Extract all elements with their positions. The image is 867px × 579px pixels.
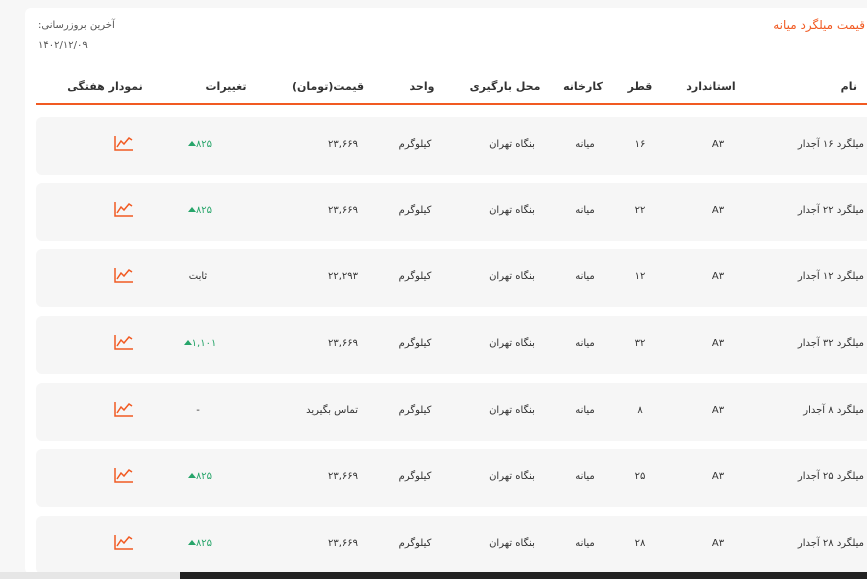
last-update: آخرین بروزرسانی: ۱۴۰۲/۱۲/۰۹ xyxy=(38,16,115,56)
name-cell: میلگرد ۱۲ آجدار xyxy=(797,271,864,282)
diameter-cell: ۲۲ xyxy=(634,205,646,216)
line-chart-icon[interactable] xyxy=(114,334,134,350)
change-value: ۸۲۵ xyxy=(195,538,213,549)
name-cell: میلگرد ۱۶ آجدار xyxy=(797,139,864,150)
change-value: ۸۲۵ xyxy=(195,139,213,150)
price-cell: ۲۳,۶۶۹ xyxy=(327,139,358,150)
factory-cell: میانه xyxy=(575,471,595,482)
line-chart-icon[interactable] xyxy=(114,267,134,283)
price-cell: ۲۳,۶۶۹ xyxy=(327,471,358,482)
change-value: ۸۲۵ xyxy=(195,471,213,482)
change-value: ۸۲۵ xyxy=(195,205,213,216)
table-row: میلگرد ۲۲ آجدار A۳ ۲۲ میانه بنگاه تهران کیلوگ… xyxy=(36,183,867,241)
name-cell: میلگرد ۲۸ آجدار xyxy=(797,538,864,549)
change-value: ۱,۱۰۱ xyxy=(191,338,217,349)
name-cell: میلگرد ۲۵ آجدار xyxy=(797,471,864,482)
location-cell: بنگاه تهران xyxy=(489,205,535,216)
change-cell: ۸۲۵ xyxy=(138,471,258,482)
diameter-cell: ۲۸ xyxy=(634,538,646,549)
location-cell: بنگاه تهران xyxy=(489,139,535,150)
change-cell: ۸۲۵ xyxy=(138,205,258,216)
diameter-cell: ۳۲ xyxy=(634,338,646,349)
change-cell: ۸۲۵ xyxy=(138,139,258,150)
change-cell: ۸۲۵ xyxy=(138,538,258,549)
arrow-up-icon xyxy=(187,141,196,146)
location-cell: بنگاه تهران xyxy=(489,405,535,416)
unit-cell: کیلوگرم xyxy=(398,271,432,282)
standard-cell: A۳ xyxy=(711,538,725,549)
last-update-label: آخرین بروزرسانی: xyxy=(38,20,115,31)
table-row: میلگرد ۱۲ آجدار A۳ ۱۲ میانه بنگاه تهران کیلوگ… xyxy=(36,249,867,307)
table-row: میلگرد ۳۲ آجدار A۳ ۳۲ میانه بنگاه تهران کیلوگ… xyxy=(36,316,867,374)
factory-cell: میانه xyxy=(575,139,595,150)
name-cell: میلگرد ۳۲ آجدار xyxy=(797,338,864,349)
line-chart-icon[interactable] xyxy=(114,534,134,550)
location-cell: بنگاه تهران xyxy=(489,471,535,482)
name-cell: میلگرد ۸ آجدار xyxy=(803,405,864,416)
price-cell: ۲۳,۶۶۹ xyxy=(327,538,358,549)
last-update-date: ۱۴۰۲/۱۲/۰۹ xyxy=(38,40,88,51)
header-location: محل بارگیری xyxy=(469,80,541,93)
table-row: میلگرد ۲۸ آجدار A۳ ۲۸ میانه بنگاه تهران کیلوگ… xyxy=(36,516,867,574)
diameter-cell: ۲۵ xyxy=(634,471,646,482)
header-unit: واحد xyxy=(409,80,435,93)
taskbar xyxy=(180,572,867,579)
table-row: میلگرد ۲۵ آجدار A۳ ۲۵ میانه بنگاه تهران کیلوگ… xyxy=(36,449,867,507)
arrow-up-icon xyxy=(187,540,196,545)
price-cell: ۲۳,۶۶۹ xyxy=(327,338,358,349)
diameter-cell: ۱۶ xyxy=(634,139,646,150)
price-cell: تماس بگیرید xyxy=(306,405,358,416)
arrow-up-icon xyxy=(187,473,196,478)
table-row: میلگرد ۸ آجدار A۳ ۸ میانه بنگاه تهران کیلوگرم… xyxy=(36,383,867,441)
standard-cell: A۳ xyxy=(711,405,725,416)
factory-cell: میانه xyxy=(575,271,595,282)
line-chart-icon[interactable] xyxy=(114,201,134,217)
price-cell: ۲۳,۶۶۹ xyxy=(327,205,358,216)
factory-cell: میانه xyxy=(575,338,595,349)
standard-cell: A۳ xyxy=(711,139,725,150)
price-cell: ۲۲,۲۹۳ xyxy=(327,271,358,282)
factory-cell: میانه xyxy=(575,538,595,549)
location-cell: بنگاه تهران xyxy=(489,271,535,282)
header-diameter: قطر xyxy=(627,80,653,93)
change-cell: ثابت xyxy=(188,271,208,282)
arrow-up-icon xyxy=(183,340,192,345)
line-chart-icon[interactable] xyxy=(114,467,134,483)
change-cell: ۱,۱۰۱ xyxy=(138,338,258,349)
line-chart-icon[interactable] xyxy=(114,135,134,151)
unit-cell: کیلوگرم xyxy=(398,139,432,150)
line-chart-icon[interactable] xyxy=(114,401,134,417)
header-divider xyxy=(36,103,867,105)
factory-cell: میانه xyxy=(575,405,595,416)
standard-cell: A۳ xyxy=(711,338,725,349)
standard-cell: A۳ xyxy=(711,205,725,216)
arrow-up-icon xyxy=(187,207,196,212)
unit-cell: کیلوگرم xyxy=(398,471,432,482)
location-cell: بنگاه تهران xyxy=(489,338,535,349)
header-change: تغییرات xyxy=(205,80,247,93)
page-title: قیمت میلگرد میانه xyxy=(773,18,865,32)
diameter-cell: ۱۲ xyxy=(634,271,646,282)
unit-cell: کیلوگرم xyxy=(398,338,432,349)
unit-cell: کیلوگرم xyxy=(398,405,432,416)
header-standard: استاندارد xyxy=(686,80,736,93)
standard-cell: A۳ xyxy=(711,271,725,282)
unit-cell: کیلوگرم xyxy=(398,205,432,216)
factory-cell: میانه xyxy=(575,205,595,216)
header-name: نام xyxy=(840,80,857,93)
header-factory: کارخانه xyxy=(563,80,603,93)
header-price: قیمت(تومان) xyxy=(291,80,365,93)
header-chart: نمودار هفتگی xyxy=(67,80,143,93)
table-row: میلگرد ۱۶ آجدار A۳ ۱۶ میانه بنگاه تهران کیلوگ… xyxy=(36,117,867,175)
unit-cell: کیلوگرم xyxy=(398,538,432,549)
standard-cell: A۳ xyxy=(711,471,725,482)
diameter-cell: ۸ xyxy=(637,405,643,416)
name-cell: میلگرد ۲۲ آجدار xyxy=(797,205,864,216)
location-cell: بنگاه تهران xyxy=(489,538,535,549)
taskbar-left xyxy=(0,572,180,579)
change-cell: - xyxy=(196,405,200,416)
